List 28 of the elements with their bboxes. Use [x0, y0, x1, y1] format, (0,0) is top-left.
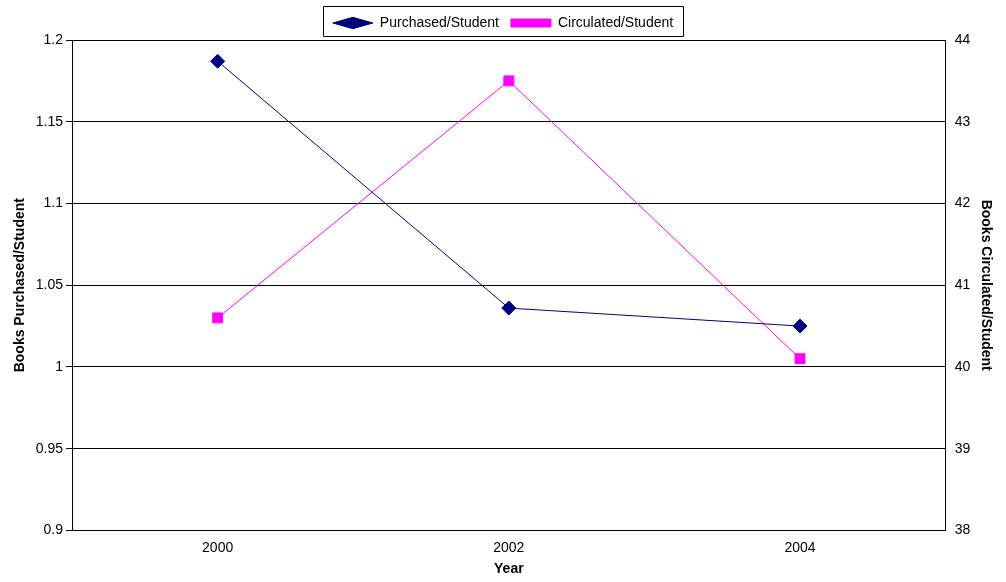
legend-label: Purchased/Student — [379, 13, 500, 30]
y2-tick-label: 39 — [954, 439, 971, 456]
y2-axis-title: Books Circulated/Student — [978, 199, 995, 372]
y2-tick-label: 44 — [954, 30, 971, 47]
point — [794, 353, 806, 365]
y2-tick-label: 42 — [954, 194, 971, 211]
x-tick-label: 2004 — [784, 538, 816, 555]
point — [503, 75, 515, 87]
y-tick-label: 1.05 — [35, 276, 64, 293]
y-tick-label: 1.15 — [35, 112, 64, 129]
y-tick-label: 0.9 — [43, 521, 64, 538]
y-axis-title: Books Purchased/Student — [11, 197, 28, 373]
y-tick-label: 1 — [55, 357, 64, 374]
x-tick-label: 2000 — [202, 538, 234, 555]
point — [210, 53, 226, 69]
y2-tick-label: 38 — [954, 521, 971, 538]
y-tick-label: 0.95 — [35, 439, 64, 456]
y-tick-label: 1.1 — [43, 194, 64, 211]
y2-tick-label: 40 — [954, 357, 971, 374]
y2-tick-label: 41 — [954, 276, 971, 293]
x-tick-label: 2002 — [493, 538, 525, 555]
x-axis-title: Year — [494, 560, 525, 577]
point — [501, 300, 517, 316]
point — [792, 318, 808, 334]
legend-label: Circulated/Student — [557, 13, 674, 30]
point — [212, 312, 224, 324]
y2-tick-label: 43 — [954, 112, 971, 129]
y-tick-label: 1.2 — [43, 30, 64, 47]
